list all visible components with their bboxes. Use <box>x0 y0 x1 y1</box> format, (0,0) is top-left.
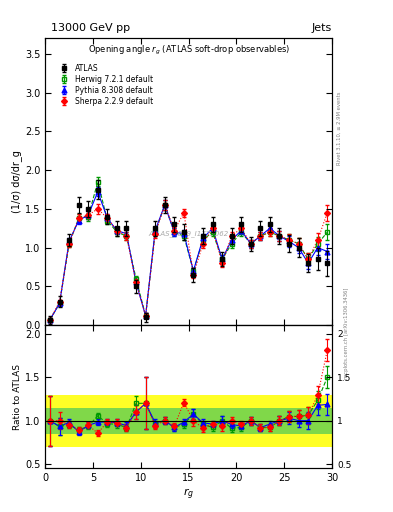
Text: ATLAS_2019_I1772062: ATLAS_2019_I1772062 <box>149 230 229 237</box>
Text: Opening angle $r_g$ (ATLAS soft-drop observables): Opening angle $r_g$ (ATLAS soft-drop obs… <box>88 44 290 57</box>
Text: Jets: Jets <box>312 23 332 33</box>
Legend: ATLAS, Herwig 7.2.1 default, Pythia 8.308 default, Sherpa 2.2.9 default: ATLAS, Herwig 7.2.1 default, Pythia 8.30… <box>55 62 154 107</box>
Text: mcplots.cern.ch [arXiv:1306.3436]: mcplots.cern.ch [arXiv:1306.3436] <box>344 287 349 378</box>
X-axis label: $r_g$: $r_g$ <box>183 486 194 502</box>
Text: 13000 GeV pp: 13000 GeV pp <box>51 23 130 33</box>
Y-axis label: Ratio to ATLAS: Ratio to ATLAS <box>13 364 22 430</box>
Y-axis label: (1/σ) dσ/dr_g: (1/σ) dσ/dr_g <box>11 151 22 213</box>
Text: Rivet 3.1.10, ≥ 2.9M events: Rivet 3.1.10, ≥ 2.9M events <box>337 91 342 165</box>
